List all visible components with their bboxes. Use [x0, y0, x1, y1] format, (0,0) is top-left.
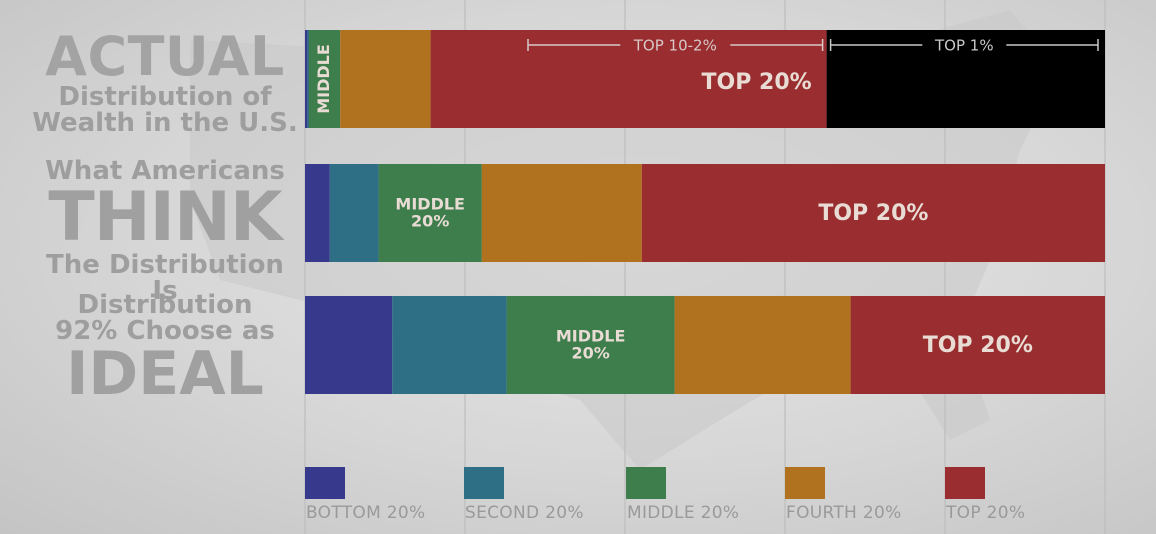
row-label-ideal-line2: 92% Choose as: [55, 316, 275, 346]
bar-ideal-fourth: [674, 296, 851, 394]
legend-label-bottom: BOTTOM 20%: [306, 503, 426, 523]
bar-actual-middle: [309, 30, 341, 128]
bar-think-middle: [378, 164, 482, 262]
bar-actual-fourth: [340, 30, 431, 128]
bar-label-actual-middle: MIDDLE: [314, 44, 333, 114]
bar-label-think-middle-1: MIDDLE: [395, 195, 465, 214]
bar-think-bottom: [305, 164, 330, 262]
row-label-think-line1: What Americans: [45, 156, 285, 186]
bar-label-think-top: TOP 20%: [818, 201, 928, 226]
row-label-ideal-line3: IDEAL: [66, 339, 264, 409]
bar-label-think-middle-2: 20%: [411, 212, 449, 231]
bar-label-actual-top-1: TOP 1%: [934, 37, 994, 55]
bar-ideal-bottom: [305, 296, 393, 394]
row-label-actual-line2: Distribution of: [58, 82, 272, 112]
row-label-think: What Americans THINK The Distribution Is: [30, 158, 300, 304]
bar-label-actual-top-10-2: TOP 10-2%: [633, 37, 717, 55]
legend-label-second: SECOND 20%: [465, 503, 584, 523]
legend-swatch-second: [464, 467, 504, 499]
bar-think-top: [641, 164, 1105, 262]
bar-think-fourth: [481, 164, 642, 262]
bracket-top-1-label-bg: [922, 35, 1007, 55]
row-label-actual: ACTUAL Distribution of Wealth in the U.S…: [30, 25, 300, 138]
legend-swatch-top: [945, 467, 985, 499]
bar-think-second: [329, 164, 379, 262]
row-label-ideal-line1: Distribution: [77, 290, 253, 320]
row-label-think-line2: THINK: [48, 178, 282, 257]
legend-label-top: TOP 20%: [946, 503, 1026, 523]
legend-swatch-middle: [626, 467, 666, 499]
legend-label-fourth: FOURTH 20%: [786, 503, 902, 523]
row-label-think-line3: The Distribution Is: [46, 250, 284, 306]
bar-label-ideal-top: TOP 20%: [923, 333, 1033, 358]
legend-swatch-bottom: [305, 467, 345, 499]
bar-label-ideal-middle-1: MIDDLE: [556, 327, 626, 346]
legend-swatch-fourth: [785, 467, 825, 499]
bar-label-actual-top: TOP 20%: [702, 70, 812, 95]
row-label-ideal: Distribution 92% Choose as IDEAL: [30, 292, 300, 404]
row-label-actual-line3: Wealth in the U.S.: [32, 108, 298, 138]
row-label-actual-line1: ACTUAL: [45, 25, 285, 88]
bar-actual-second: [307, 30, 309, 128]
bar-actual-bottom: [305, 30, 308, 128]
bar-ideal-middle: [506, 296, 675, 394]
bar-ideal-top: [850, 296, 1105, 394]
bar-ideal-second: [392, 296, 507, 394]
bracket-top-10-2-label-bg: [620, 35, 731, 55]
bar-label-ideal-middle-2: 20%: [571, 344, 609, 363]
legend-label-middle: MIDDLE 20%: [627, 503, 740, 523]
